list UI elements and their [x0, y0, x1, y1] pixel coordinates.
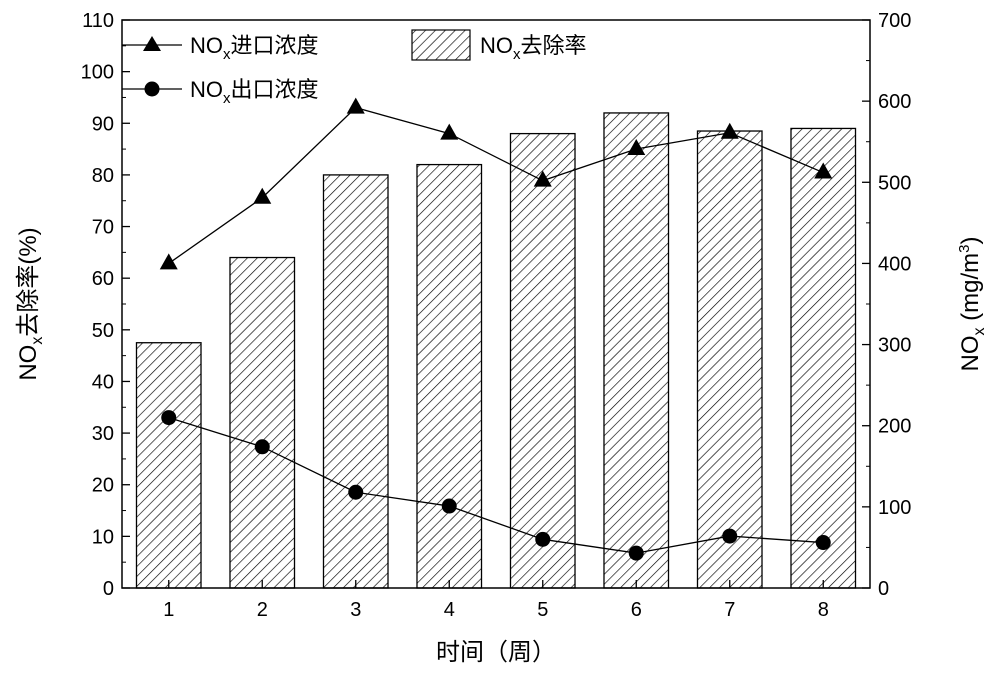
x-tick-label: 8	[818, 599, 829, 621]
left-tick-label: 110	[82, 10, 114, 32]
legend-item-outlet: NOx出口浓度	[122, 77, 319, 107]
left-tick-label: 50	[92, 320, 114, 342]
bar-8	[790, 127, 857, 589]
right-tick-label: 200	[878, 416, 911, 438]
bar-6	[603, 112, 670, 589]
bar-5	[509, 132, 576, 589]
x-tick-label: 7	[724, 599, 735, 621]
right-tick-label: 400	[878, 253, 911, 275]
left-tick-label: 10	[92, 526, 114, 548]
left-tick-label: 90	[92, 113, 114, 135]
bar-1	[135, 342, 202, 589]
marker-triangle-1	[159, 253, 178, 270]
marker-circle-4	[441, 498, 457, 514]
left-tick-label: 80	[92, 165, 114, 187]
marker-circle-2	[254, 439, 270, 455]
left-tick-label: 70	[92, 217, 114, 239]
series-line	[168, 416, 824, 554]
right-y-axis: 0 100 200 300 400 500 600 700	[862, 10, 911, 600]
svg-text:NOx出口浓度: NOx出口浓度	[190, 77, 319, 107]
marker-circle-1	[161, 410, 177, 426]
marker-triangle-4	[440, 123, 459, 140]
left-tick-label: 100	[81, 62, 114, 84]
marker-circle-8	[815, 535, 831, 551]
bar-2	[229, 256, 296, 589]
marker-circle-7	[722, 528, 738, 544]
legend: NOx进口浓度 NOx出口浓度 NOx去除率	[122, 29, 587, 107]
x-tick-label: 2	[257, 599, 268, 621]
svg-text:NOx去除率: NOx去除率	[480, 33, 587, 63]
marker-circle-5	[535, 531, 551, 547]
left-y-axis-label: NOx去除率(%)	[15, 227, 46, 380]
bar-7	[696, 130, 763, 589]
marker-triangle-7	[720, 122, 739, 139]
left-tick-label: 40	[92, 371, 114, 393]
right-tick-label: 0	[878, 578, 889, 600]
right-tick-label: 700	[878, 10, 911, 32]
x-axis-label: 时间（周）	[436, 639, 556, 666]
x-tick-label: 3	[350, 599, 361, 621]
right-tick-label: 600	[878, 91, 911, 113]
right-tick-label: 300	[878, 335, 911, 357]
legend-item-inlet: NOx进口浓度	[122, 33, 319, 63]
svg-text:NOx进口浓度: NOx进口浓度	[190, 33, 319, 63]
bar-3	[322, 174, 389, 589]
left-y-axis: 0 10 20 30 40 50 60 70 80 90 100 110	[81, 10, 130, 600]
right-tick-label: 100	[878, 497, 911, 519]
left-tick-label: 20	[92, 475, 114, 497]
marker-triangle-2	[253, 187, 272, 204]
legend-item-removal-rate: NOx去除率	[411, 29, 587, 63]
x-axis: 1 2 3 4 5 6 7 8	[163, 580, 829, 621]
left-tick-label: 60	[92, 268, 114, 290]
right-tick-label: 500	[878, 172, 911, 194]
bar-4	[416, 163, 483, 589]
line-series-outlet	[161, 410, 831, 561]
x-tick-label: 5	[537, 599, 548, 621]
marker-triangle-5	[533, 170, 552, 187]
marker-triangle-8	[814, 162, 833, 179]
marker-triangle-6	[627, 139, 646, 156]
x-tick-label: 1	[163, 599, 174, 621]
marker-triangle-3	[346, 97, 365, 114]
series-line	[168, 106, 824, 264]
left-tick-label: 0	[103, 578, 114, 600]
x-tick-label: 4	[444, 599, 455, 621]
right-y-axis-label: NOx (mg/m3)	[956, 236, 988, 371]
line-series-group	[159, 97, 833, 561]
left-tick-label: 30	[92, 423, 114, 445]
x-tick-label: 6	[631, 599, 642, 621]
marker-circle-6	[628, 545, 644, 561]
marker-circle-3	[348, 484, 364, 500]
bar-series-removal-rate	[135, 112, 857, 589]
line-series-inlet	[159, 97, 833, 270]
